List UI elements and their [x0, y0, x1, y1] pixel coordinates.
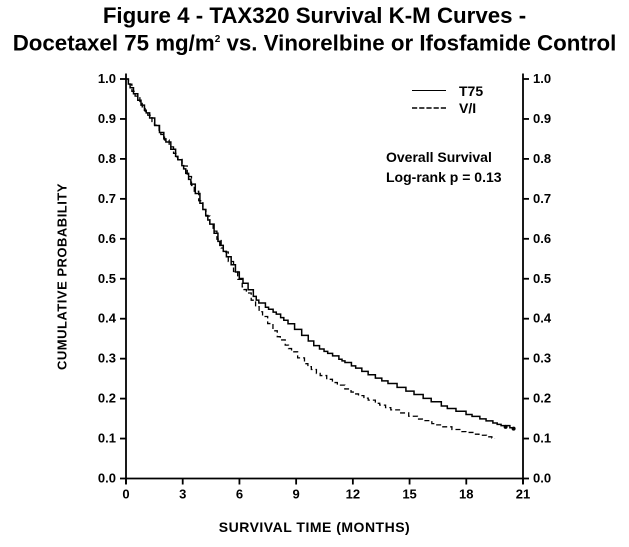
- svg-text:0.9: 0.9: [533, 111, 551, 126]
- svg-text:15: 15: [402, 487, 416, 502]
- svg-text:0.7: 0.7: [533, 191, 551, 206]
- svg-text:0.2: 0.2: [98, 391, 116, 406]
- svg-text:0.9: 0.9: [98, 111, 116, 126]
- svg-text:6: 6: [236, 487, 243, 502]
- svg-text:0.5: 0.5: [98, 271, 116, 286]
- svg-text:0.8: 0.8: [533, 151, 551, 166]
- svg-text:1.0: 1.0: [98, 71, 116, 86]
- svg-text:0.4: 0.4: [533, 311, 552, 326]
- svg-text:0.1: 0.1: [98, 431, 116, 446]
- svg-text:0.2: 0.2: [533, 391, 551, 406]
- svg-text:0.0: 0.0: [98, 471, 116, 486]
- svg-text:0.6: 0.6: [98, 231, 116, 246]
- svg-text:0.7: 0.7: [98, 191, 116, 206]
- svg-text:12: 12: [346, 487, 360, 502]
- svg-text:9: 9: [293, 487, 300, 502]
- svg-text:0: 0: [122, 487, 129, 502]
- svg-text:0.6: 0.6: [533, 231, 551, 246]
- svg-text:1.0: 1.0: [533, 71, 551, 86]
- svg-text:0.1: 0.1: [533, 431, 551, 446]
- svg-text:3: 3: [179, 487, 186, 502]
- svg-text:21: 21: [516, 487, 530, 502]
- svg-text:0.8: 0.8: [98, 151, 116, 166]
- svg-text:0.3: 0.3: [533, 351, 551, 366]
- svg-text:0.0: 0.0: [533, 471, 551, 486]
- svg-text:0.5: 0.5: [533, 271, 551, 286]
- svg-text:18: 18: [459, 487, 473, 502]
- svg-text:0.3: 0.3: [98, 351, 116, 366]
- svg-text:0.4: 0.4: [98, 311, 117, 326]
